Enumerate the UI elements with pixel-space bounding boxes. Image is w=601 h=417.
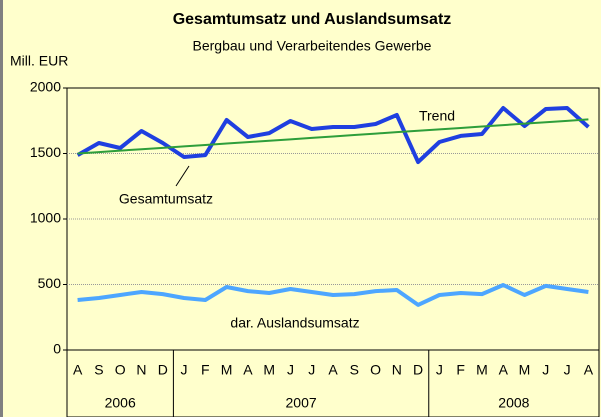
x-tick-label: A <box>328 362 338 378</box>
x-tick-label: F <box>456 362 465 378</box>
series-line <box>77 118 589 155</box>
x-tick-label: A <box>73 362 83 378</box>
y-tick-label: 0 <box>53 341 61 357</box>
x-tick-label: M <box>221 362 233 378</box>
x-tick-label: S <box>94 362 103 378</box>
chart-subtitle: Bergbau und Verarbeitendes Gewerbe <box>193 38 432 54</box>
y-tick-label: 1500 <box>30 144 61 160</box>
year-label: 2008 <box>498 395 529 411</box>
x-tick-label: O <box>370 362 381 378</box>
year-label: 2007 <box>286 395 317 411</box>
x-tick-label: F <box>201 362 210 378</box>
y-tick-label: 1000 <box>30 210 61 226</box>
series-annotation: Gesamtumsatz <box>119 191 213 207</box>
x-tick-label: D <box>413 362 423 378</box>
series-annotation: Trend <box>419 108 455 124</box>
x-tick-label: A <box>499 362 509 378</box>
x-tick-label: N <box>392 362 402 378</box>
y-axis-label: Mill. EUR <box>10 53 68 69</box>
series-line <box>76 106 590 164</box>
x-tick-label: M <box>263 362 275 378</box>
x-tick-label: J <box>308 362 315 378</box>
x-tick-label: J <box>542 362 549 378</box>
x-tick-label: N <box>136 362 146 378</box>
x-tick-label: M <box>519 362 531 378</box>
x-tick-label: J <box>181 362 188 378</box>
series-annotation: dar. Auslandsumsatz <box>230 315 359 331</box>
x-tick-label: A <box>584 362 594 378</box>
chart-title: Gesamtumsatz und Auslandsumsatz <box>173 11 452 28</box>
series-line <box>77 283 589 307</box>
x-tick-label: J <box>564 362 571 378</box>
x-tick-label: M <box>476 362 488 378</box>
y-tick-label: 500 <box>38 275 62 291</box>
x-tick-label: D <box>158 362 168 378</box>
x-tick-label: S <box>350 362 359 378</box>
x-tick-label: J <box>436 362 443 378</box>
frame-edge <box>0 0 3 417</box>
annotation-arrow <box>175 165 190 187</box>
x-tick-label: J <box>287 362 294 378</box>
year-label: 2006 <box>105 395 136 411</box>
y-tick-label: 2000 <box>30 79 61 95</box>
x-tick-label: O <box>115 362 126 378</box>
x-tick-label: A <box>243 362 253 378</box>
